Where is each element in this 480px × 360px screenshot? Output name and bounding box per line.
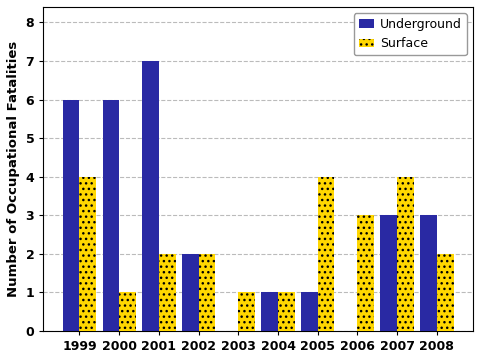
Bar [63,99,80,331]
Bar [437,254,454,331]
Bar [358,215,374,331]
Bar [397,177,414,331]
Bar [199,254,216,331]
Bar [278,292,295,331]
Bar [261,292,278,331]
Bar [182,254,199,331]
Bar [119,292,136,331]
Bar [159,254,176,331]
Bar [318,177,335,331]
Bar [301,292,318,331]
Y-axis label: Number of Occupational Fatalities: Number of Occupational Fatalities [7,41,20,297]
Bar [420,215,437,331]
Bar [381,215,397,331]
Bar [80,177,96,331]
Bar [103,99,119,331]
Legend: Underground, Surface: Underground, Surface [354,13,467,55]
Bar [142,61,159,331]
Bar [238,292,255,331]
